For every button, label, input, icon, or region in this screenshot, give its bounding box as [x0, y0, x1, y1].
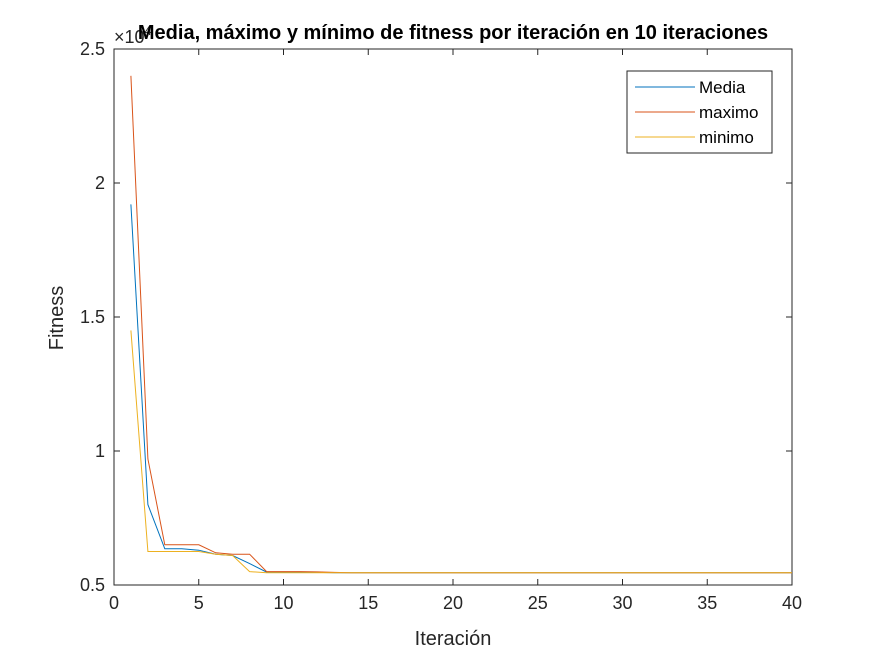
y-tick-label: 0.5	[80, 575, 105, 595]
x-tick-label: 30	[612, 593, 632, 613]
series-line-media	[130, 204, 792, 574]
y-tick-label: 1.5	[80, 307, 105, 327]
x-tick-label: 20	[443, 593, 463, 613]
y-axis-label: Fitness	[46, 286, 68, 350]
x-axis-label: Iteración	[415, 628, 492, 650]
x-tick-label: 5	[194, 593, 204, 613]
series-layer	[130, 75, 792, 574]
x-tick-label: 40	[782, 593, 802, 613]
ticks-layer: 0 5 10 15 20 25 30 35 40 0.5 1 1.5 2 2.5	[80, 39, 802, 613]
y-axis-exponent-base: ×10	[114, 27, 145, 47]
x-tick-label: 15	[358, 593, 378, 613]
series-line-minimo	[130, 330, 792, 574]
legend-entry-media: Media	[699, 78, 746, 97]
legend-entry-minimo: minimo	[699, 128, 754, 147]
legend: Media maximo minimo	[626, 70, 773, 154]
y-axis-exponent: ×104	[114, 23, 152, 47]
x-tick-label: 35	[697, 593, 717, 613]
chart-title: Media, máximo y mínimo de fitness por it…	[138, 22, 768, 44]
x-tick-label: 10	[273, 593, 293, 613]
x-tick-label: 25	[528, 593, 548, 613]
legend-entry-maximo: maximo	[699, 103, 759, 122]
y-tick-label: 2	[95, 173, 105, 193]
y-tick-label: 1	[95, 441, 105, 461]
y-axis-exponent-power: 4	[145, 23, 152, 38]
y-tick-label: 2.5	[80, 39, 105, 59]
x-tick-label: 0	[109, 593, 119, 613]
